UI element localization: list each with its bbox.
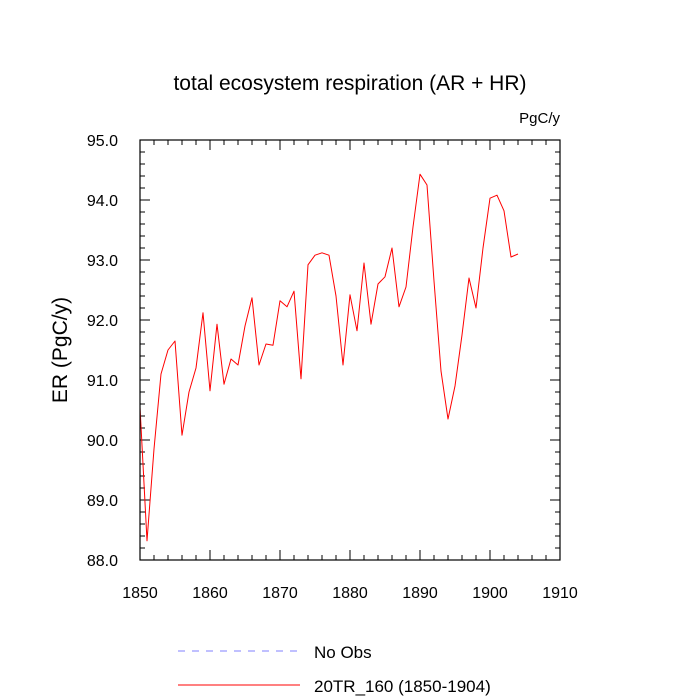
y-tick-label: 94.0 (87, 193, 118, 210)
y-axis-label: ER (PgC/y) (49, 297, 72, 403)
legend-label-20tr-160: 20TR_160 (1850-1904) (314, 677, 491, 696)
y-tick-label: 92.0 (87, 313, 118, 330)
x-tick-label: 1870 (262, 585, 298, 602)
y-tick-label: 91.0 (87, 373, 118, 390)
x-tick-label: 1910 (542, 585, 578, 602)
y-tick-label: 89.0 (87, 493, 118, 510)
units-label: PgC/y (519, 110, 560, 127)
series-line-20tr-160-1850-1904 (139, 173, 519, 542)
y-tick-label: 93.0 (87, 253, 118, 270)
x-tick-label: 1900 (472, 585, 508, 602)
x-tick-label: 1880 (332, 585, 368, 602)
axis-ticks (139, 139, 561, 561)
legend-label-no-obs: No Obs (314, 643, 372, 662)
x-tick-label: 1890 (402, 585, 438, 602)
y-tick-label: 95.0 (87, 133, 118, 150)
legend: No Obs 20TR_160 (1850-1904) (178, 643, 491, 696)
chart-title: total ecosystem respiration (AR + HR) (173, 72, 526, 95)
series-layer (139, 173, 519, 542)
x-tick-label: 1860 (192, 585, 228, 602)
y-tick-label: 88.0 (87, 553, 118, 570)
plot-frame (139, 139, 561, 561)
axis-tick-labels: 1850 1860 1870 1880 1890 1900 1910 88.0 89.0 90.0… (87, 133, 578, 602)
x-tick-label: 1850 (122, 585, 158, 602)
y-tick-label: 90.0 (87, 433, 118, 450)
